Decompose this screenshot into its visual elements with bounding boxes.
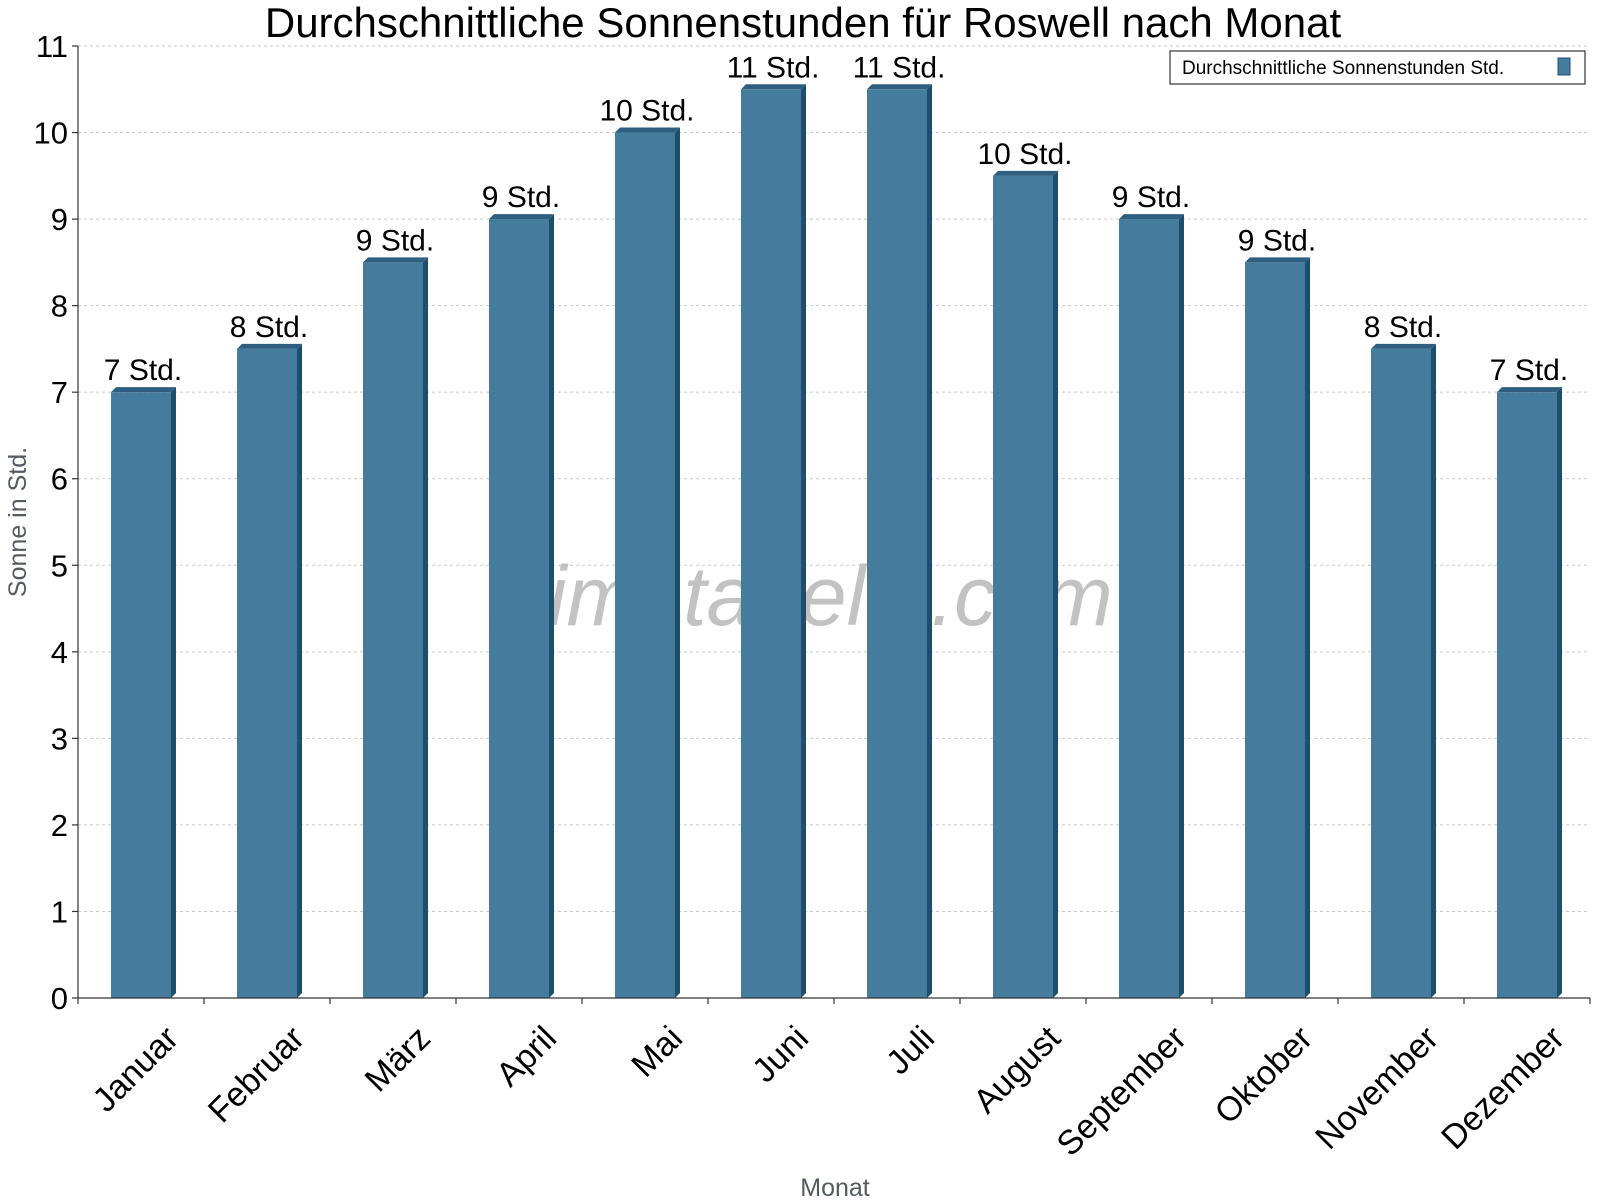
- bar-front: [363, 262, 423, 998]
- bar: [363, 257, 428, 998]
- bar: [489, 214, 554, 998]
- bar-top: [489, 214, 554, 220]
- bar-front: [1371, 348, 1431, 999]
- x-tick-label: Dezember: [1434, 1019, 1572, 1157]
- bars: [111, 84, 1562, 999]
- data-label: 10 Std.: [599, 95, 694, 128]
- bar: [1245, 257, 1310, 998]
- bar-side: [171, 387, 176, 998]
- axes: [77, 46, 1590, 999]
- y-axis-label: Sonne in Std.: [4, 447, 32, 597]
- x-tick-label: Januar: [86, 1019, 186, 1119]
- y-tick-label: 11: [36, 29, 68, 64]
- x-tick-label: August: [966, 1019, 1068, 1121]
- x-axis-label: Monat: [800, 1174, 870, 1200]
- bar-front: [237, 348, 297, 999]
- y-tick-label: 5: [51, 548, 68, 583]
- bar: [741, 84, 806, 999]
- x-tick-label: März: [358, 1019, 438, 1099]
- bar-side: [1557, 387, 1562, 998]
- bar-front: [993, 175, 1053, 998]
- legend: Durchschnittliche Sonnenstunden Std.: [1169, 50, 1586, 85]
- bar-top: [1119, 214, 1184, 220]
- bar: [1119, 214, 1184, 998]
- y-tick-label: 8: [51, 289, 68, 324]
- y-tick-label: 6: [51, 462, 68, 497]
- bar: [1371, 343, 1436, 999]
- y-tick-label: 3: [51, 721, 68, 756]
- bar: [615, 127, 680, 998]
- bar-front: [1119, 219, 1179, 998]
- bar-side: [1305, 257, 1310, 998]
- bar: [867, 84, 932, 999]
- data-label: 11 Std.: [727, 51, 820, 84]
- bar-front: [1245, 262, 1305, 998]
- bar-side: [1431, 343, 1436, 999]
- bar-side: [1053, 170, 1058, 998]
- bar-top: [615, 127, 680, 133]
- x-tick-label: November: [1308, 1019, 1446, 1157]
- bar-top: [237, 343, 302, 349]
- data-label: 9 Std.: [1112, 181, 1190, 214]
- bar-side: [549, 214, 554, 998]
- data-label: 11 Std.: [853, 51, 946, 84]
- data-label: 10 Std.: [977, 138, 1072, 171]
- bar-side: [423, 257, 428, 998]
- data-label: 8 Std.: [1364, 311, 1442, 344]
- bar-front: [489, 219, 549, 998]
- data-label: 9 Std.: [356, 224, 434, 257]
- y-tick-label: 9: [51, 202, 68, 237]
- bar-side: [675, 127, 680, 998]
- y-tick-label: 0: [51, 981, 68, 1016]
- bar-side: [1179, 214, 1184, 998]
- bar: [111, 387, 176, 998]
- legend-swatch: [1557, 57, 1571, 76]
- bar-front: [1497, 392, 1557, 998]
- bar-top: [993, 170, 1058, 176]
- x-tick-label: Juli: [879, 1019, 942, 1082]
- chart-title: Durchschnittliche Sonnenstunden für Rosw…: [265, 0, 1342, 46]
- x-tick-label: Juni: [745, 1019, 816, 1090]
- data-label: 9 Std.: [482, 181, 560, 214]
- data-label: 7 Std.: [1490, 354, 1568, 387]
- bar: [237, 343, 302, 999]
- y-tick-label: 2: [51, 808, 68, 843]
- legend-label: Durchschnittliche Sonnenstunden Std.: [1182, 58, 1504, 79]
- x-tick-label: Mai: [624, 1019, 690, 1085]
- y-tick-label: 7: [51, 375, 68, 410]
- bar-top: [741, 84, 806, 90]
- bar-side: [801, 84, 806, 999]
- grid-lines: [78, 45, 1590, 912]
- bar-top: [1371, 343, 1436, 349]
- x-ticks: Januar Februar März April Mai Juni Juli AugustS…: [77, 998, 1591, 1164]
- data-label: 8 Std.: [230, 311, 308, 344]
- x-tick-label: Oktober: [1208, 1019, 1320, 1131]
- bar: [993, 170, 1058, 998]
- bar-side: [927, 84, 932, 999]
- bar-front: [741, 89, 801, 999]
- bar-front: [867, 89, 927, 999]
- y-ticks: 0 1 2 3 4 5 6 7 8 9 10 11: [34, 29, 78, 1016]
- x-tick-label: Februar: [201, 1019, 312, 1130]
- legend-box: [1169, 50, 1586, 85]
- x-tick-label: April: [489, 1019, 564, 1094]
- bar-top: [867, 84, 932, 90]
- bar: [1497, 387, 1562, 998]
- data-label: 7 Std.: [104, 354, 182, 387]
- data-label: 9 Std.: [1238, 224, 1316, 257]
- data-labels: 7 Std. 8 Std. 9 Std. 9 Std. 10 Std. 11 Std. 11…: [104, 51, 1568, 387]
- bar-front: [111, 392, 171, 998]
- bar-side: [297, 343, 302, 999]
- bar-top: [1245, 257, 1310, 263]
- bar-front: [615, 132, 675, 998]
- y-tick-label: 4: [51, 635, 68, 670]
- bar-top: [363, 257, 428, 263]
- x-tick-label: September: [1049, 1019, 1193, 1163]
- bar-top: [1497, 387, 1562, 393]
- y-tick-label: 10: [34, 116, 68, 151]
- y-tick-label: 1: [51, 894, 68, 929]
- bar-top: [111, 387, 176, 393]
